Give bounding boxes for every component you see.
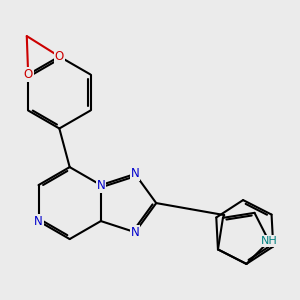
Text: N: N	[34, 214, 43, 228]
Text: NH: NH	[261, 236, 278, 246]
Text: O: O	[55, 50, 64, 63]
Text: N: N	[131, 167, 140, 181]
Text: N: N	[97, 178, 105, 192]
Text: N: N	[131, 226, 140, 239]
Text: O: O	[24, 68, 33, 81]
